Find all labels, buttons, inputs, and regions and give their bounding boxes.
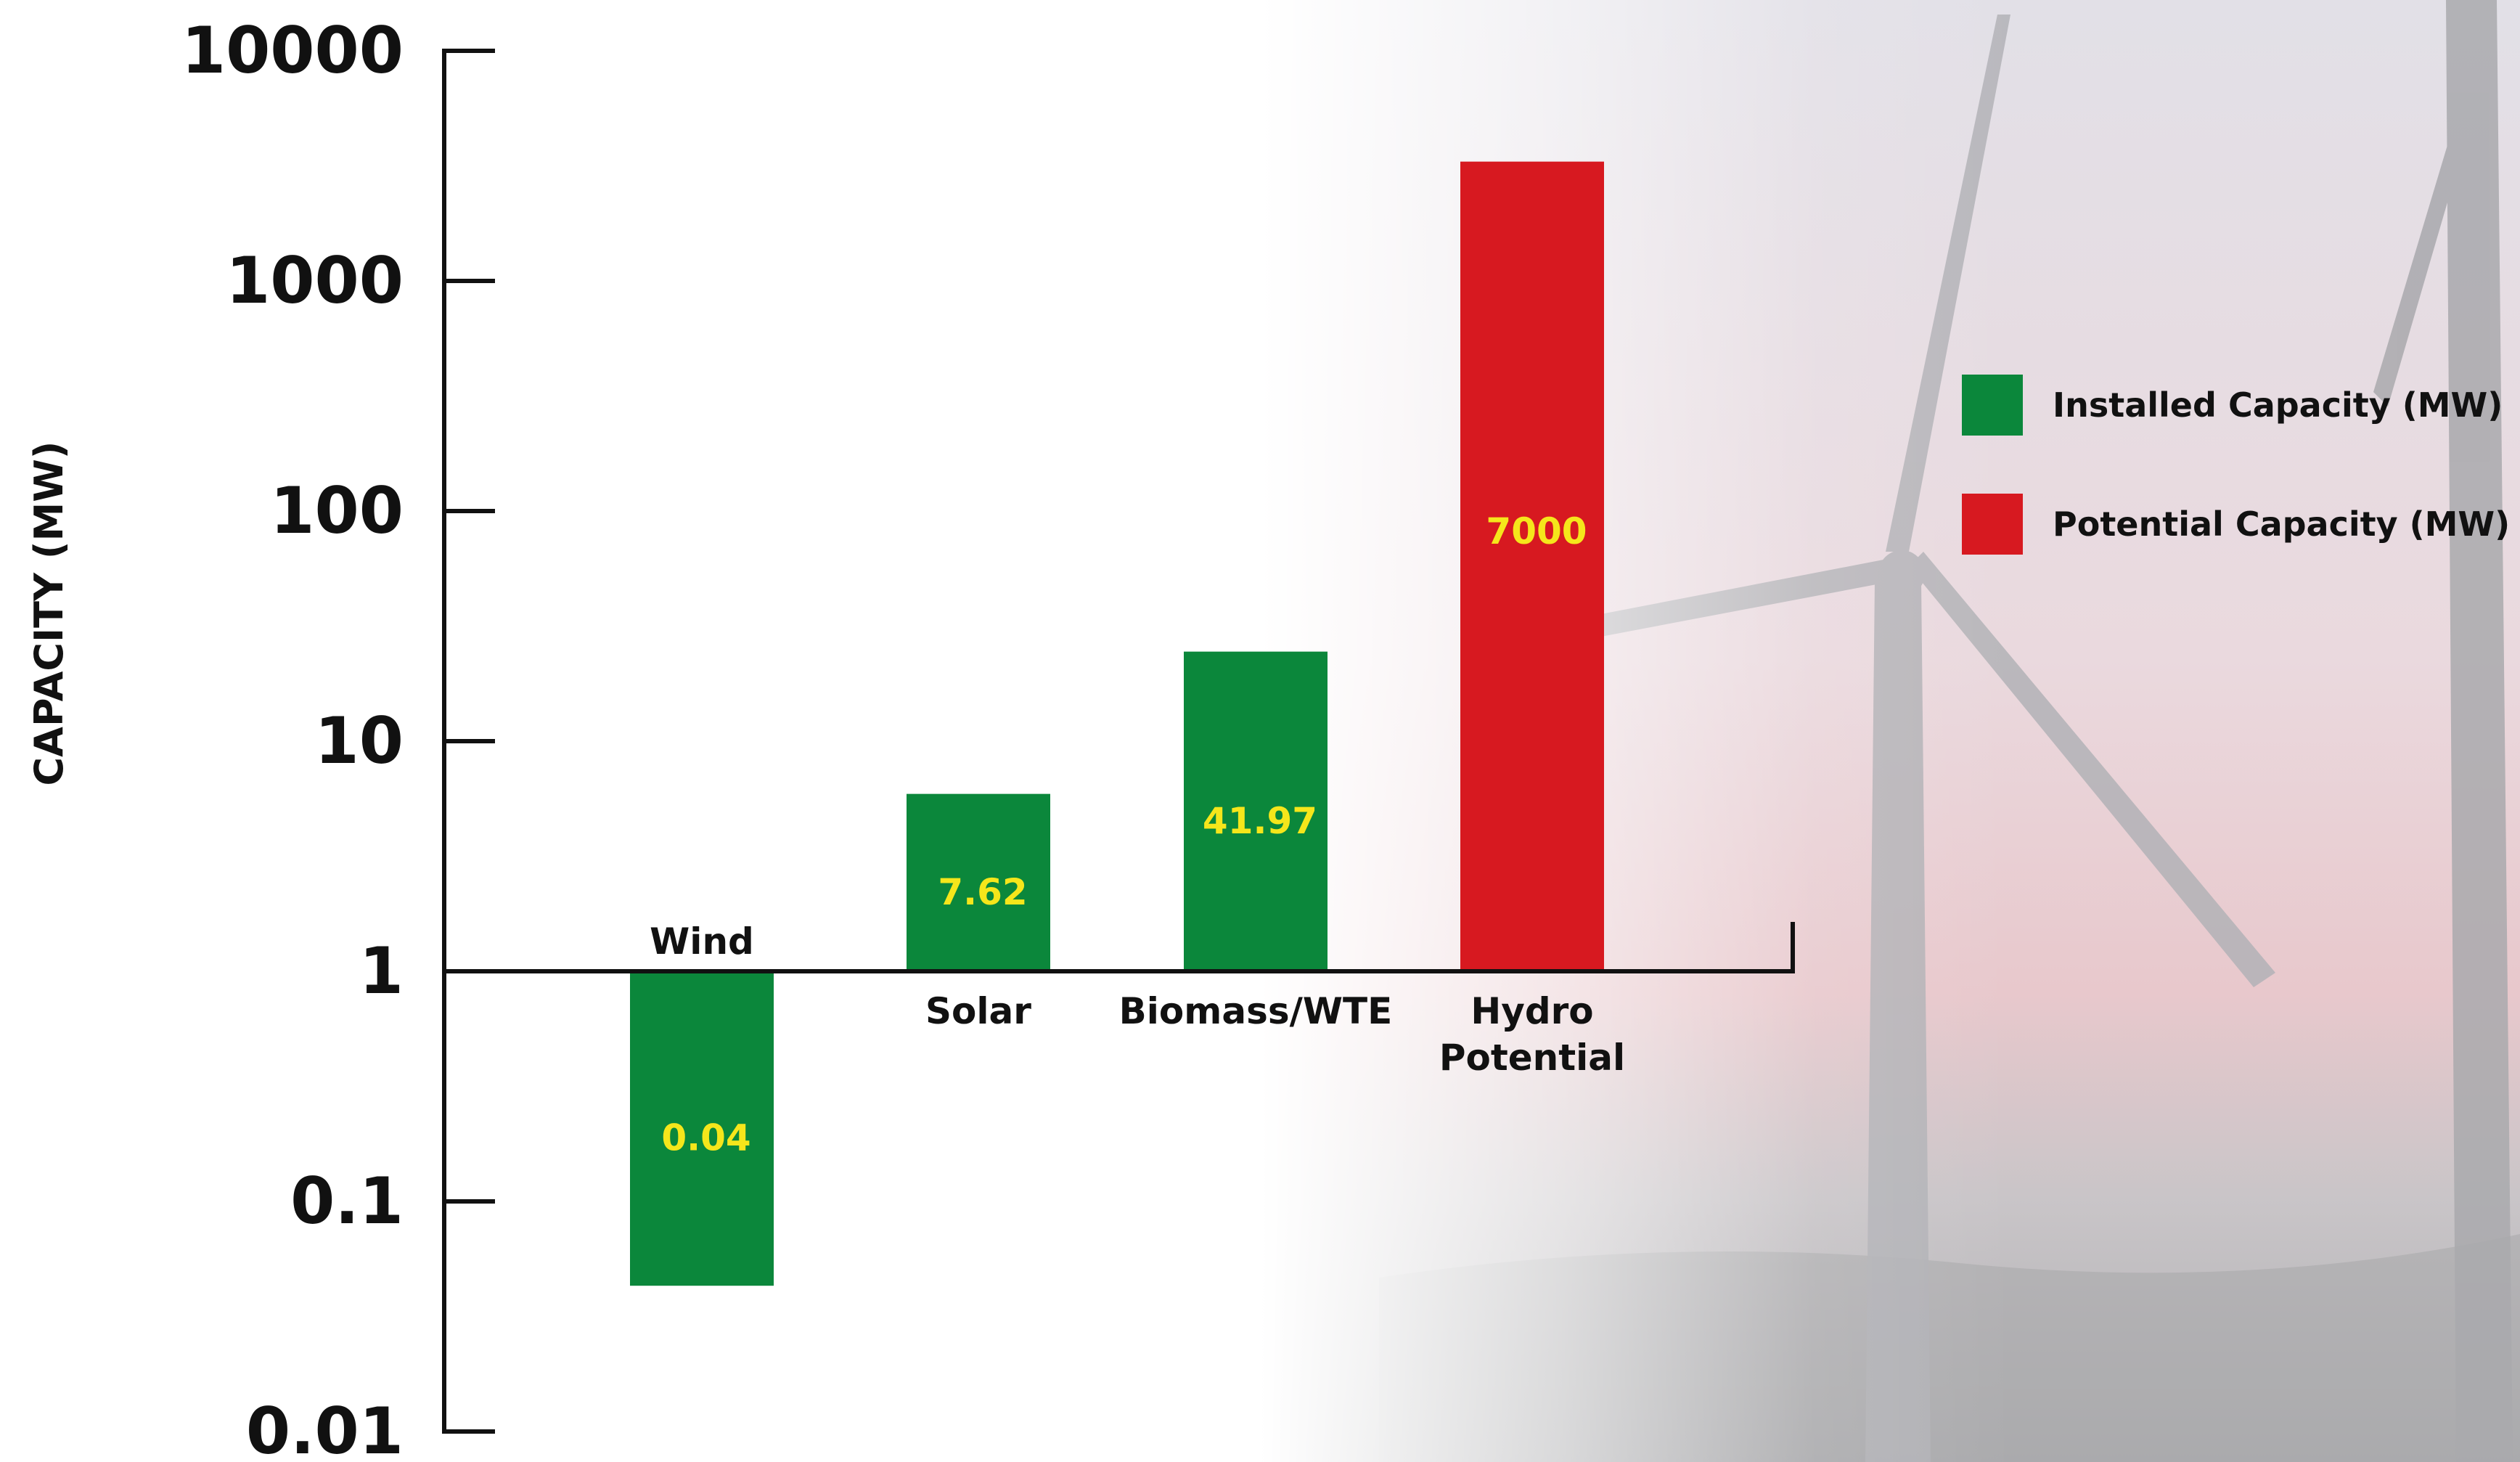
y-axis-title: CAPACITY (MW) [26, 441, 72, 786]
y-tick-label: 1000 [226, 243, 404, 318]
y-tick-label: 10 [315, 703, 404, 778]
bar-value-label: 0.04 [661, 1117, 750, 1159]
y-tick-label: 100 [270, 473, 404, 548]
bar-value-label: 7000 [1486, 510, 1587, 552]
bar-2 [1184, 651, 1328, 971]
category-label: Wind [650, 920, 754, 963]
y-tick-label: 1 [359, 934, 404, 1008]
y-tick-label: 0.1 [290, 1164, 404, 1238]
bar-0 [630, 971, 774, 1286]
category-label: Hydro [1470, 990, 1593, 1032]
bar-value-label: 7.62 [938, 871, 1027, 913]
bar-3 [1460, 161, 1604, 971]
y-tick-label: 0.01 [246, 1394, 404, 1462]
category-label: Potential [1439, 1037, 1625, 1079]
legend-label: Installed Capacity (MW) [2053, 385, 2503, 425]
legend-swatch-1 [1962, 494, 2023, 555]
legend-swatch-0 [1962, 375, 2023, 436]
y-tick-label: 10000 [181, 13, 404, 88]
legend-label: Potential Capacity (MW) [2053, 505, 2510, 544]
bar-value-label: 41.97 [1203, 800, 1317, 842]
category-label: Biomass/WTE [1119, 990, 1393, 1032]
category-label: Solar [925, 990, 1031, 1032]
bar-1 [907, 793, 1050, 971]
